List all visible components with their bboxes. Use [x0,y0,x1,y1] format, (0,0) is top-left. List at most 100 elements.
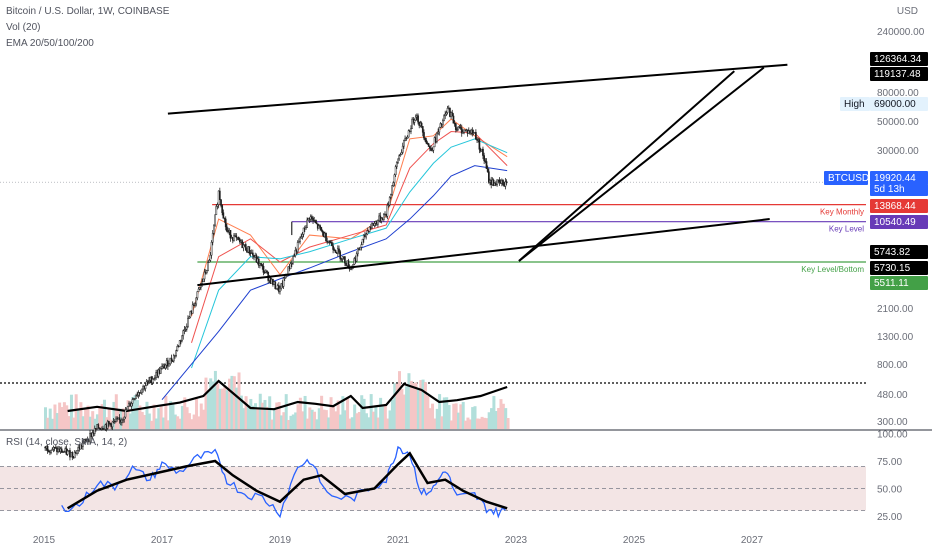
candle-body [132,399,133,403]
candle-body [479,140,480,150]
candle-body [475,132,476,139]
key-level-price-label: 10540.49 [874,217,916,228]
candle-body [315,221,316,223]
candle-body [135,396,136,399]
candle-body [297,242,298,251]
price-axis-tick-label: 300.00 [877,417,908,428]
candle-body [374,223,375,225]
candle-body [333,246,334,250]
candle-body [283,278,284,286]
price-axis-tick-label: 480.00 [877,390,908,401]
candle-body [292,256,293,263]
candle-body [393,183,394,186]
candle-body [338,249,339,252]
candle-body [211,242,212,255]
candle-body [183,331,184,336]
candle-body [238,237,239,240]
candle-body [389,197,390,205]
candle-body [321,227,322,230]
candle-body [252,253,253,255]
time-axis-tick-label: 2025 [623,535,646,546]
candle-body [487,169,488,172]
candle-body [176,351,177,356]
candle-body [366,234,367,237]
candle-body [390,195,391,198]
candle-body [361,245,362,248]
target-price-label: 119137.48 [874,69,921,80]
candle-body [401,152,402,154]
candle-body [362,239,363,244]
price-axis-tick-label: 30000.00 [877,146,919,157]
key-level-label: Key Level [829,225,864,234]
candle-body [422,126,423,132]
candle-body [442,121,443,125]
candle-body [417,116,418,122]
candle-body [410,129,411,132]
candle-body [421,123,422,126]
candle-body [226,227,227,231]
candle-body [436,133,437,141]
price-axis-tick-label: 1300.00 [877,332,914,343]
candle-body [279,288,280,291]
candle-body [192,305,193,314]
last-price-label: 19920.44 [874,173,916,184]
trendline [519,68,764,261]
candle-body [307,220,308,228]
key-level-label: Key Level/Bottom [801,265,864,274]
key-level-label: Key Monthly [820,208,864,217]
candle-body [76,450,77,453]
candle-body [275,282,276,289]
rsi-axis-tick-label: 25.00 [877,512,902,523]
candle-body [245,244,246,250]
candle-body [399,156,400,159]
high-label: High [844,99,865,110]
level-price-label: 5743.82 [874,247,911,258]
candle-body [196,298,197,304]
candle-body [325,233,326,241]
high-value-label: 69000.00 [874,99,916,110]
candle-body [302,234,303,236]
candle-body [223,213,224,219]
candle-body [414,120,415,122]
candle-body [173,356,174,361]
candle-body [127,406,128,410]
candle-body [168,364,169,366]
candle-body [72,452,73,456]
candle-body [482,149,483,155]
candle-body [402,146,403,152]
rsi-axis-tick-label: 75.00 [877,457,902,468]
time-axis-tick-label: 2015 [33,535,56,546]
candle-body [217,205,218,207]
candle-body [428,144,429,147]
candle-body [433,147,434,150]
candle-body [445,114,446,116]
candle-body [141,389,142,393]
price-axis-tick-label: 800.00 [877,360,908,371]
candle-body [263,266,264,272]
candle-body [222,205,223,212]
candle-body [112,422,113,427]
candle-body [506,182,507,183]
candle-body [455,124,456,130]
ema-line [192,139,508,368]
candle-body [453,116,454,123]
candle-body [360,247,361,250]
candle-body [160,368,161,373]
candle-body [131,403,132,406]
candle-body [215,215,216,225]
price-axis-tick-label: 50000.00 [877,117,919,128]
candle-body [216,206,217,214]
candle-body [108,421,109,423]
candle-body [198,289,199,291]
candle-body [426,140,427,143]
time-axis-tick-label: 2023 [505,535,528,546]
candle-body [209,260,210,262]
candle-body [425,138,426,140]
key-monthly-price-label: 13868.44 [874,201,916,212]
candle-body [220,200,221,206]
candle-body [344,257,345,263]
candle-body [394,175,395,183]
candle-body [98,425,99,429]
